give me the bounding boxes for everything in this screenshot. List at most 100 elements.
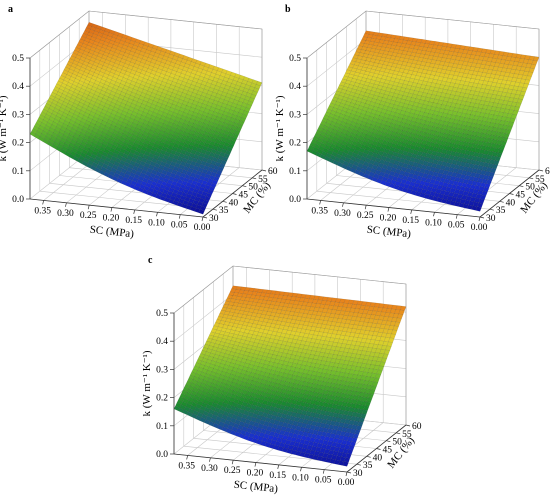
y-tick-label: 45	[239, 191, 249, 201]
x-tick-mark	[410, 209, 413, 214]
z-tick-label: 0.4	[12, 82, 24, 92]
surface-cell	[199, 205, 207, 212]
x-tick-mark	[455, 214, 458, 219]
z-tick-label: 0.3	[289, 110, 301, 120]
chart-panel-a: 0.00.10.20.30.40.50.35 0.30 0.25 0.20 0.15 0.…	[0, 4, 278, 240]
x-tick-mark	[42, 200, 44, 205]
x-tick-mark	[342, 202, 344, 207]
x-tick-label: 0.05	[171, 221, 188, 231]
x-tick-label: 0.05	[448, 221, 465, 231]
y-tick-mark	[519, 185, 524, 188]
x-axis-title: SC (MPa)	[89, 224, 135, 241]
x-tick-mark	[201, 216, 204, 222]
z-tick-label: 0.5	[156, 309, 168, 319]
x-tick-mark	[87, 205, 90, 210]
y-tick-mark	[242, 185, 247, 188]
z-tick-label: 0.0	[12, 195, 24, 205]
panel-label: a	[8, 4, 13, 15]
z-tick-label: 0.4	[289, 82, 301, 92]
ticks: 0.00.10.20.30.40.50.35 0.30 0.25 0.20 0.15 0.…	[12, 54, 278, 233]
panel-label: b	[285, 4, 291, 15]
y-tick-mark	[232, 193, 237, 195]
y-tick-mark	[202, 216, 208, 219]
surface-cell	[247, 100, 254, 106]
surface-cell	[219, 163, 226, 169]
x-tick-mark	[186, 455, 188, 460]
y-tick-mark	[261, 169, 267, 172]
y-grid-line	[39, 50, 213, 210]
x-tick-label: 0.20	[103, 214, 120, 224]
y-tick-mark	[222, 200, 227, 203]
x-tick-mark	[178, 214, 181, 219]
x-tick-label: 0.00	[194, 223, 211, 233]
x-tick-mark	[364, 205, 367, 210]
z-axis-title: k (W m⁻¹ K⁻¹)	[274, 95, 286, 161]
z-tick-label: 0.2	[289, 139, 301, 149]
z-tick-label: 0.3	[12, 110, 24, 120]
y-tick-mark	[252, 177, 257, 180]
z-tick-label: 0.2	[156, 394, 168, 404]
x-axis-title: SC (MPa)	[366, 224, 412, 241]
x-tick-mark	[433, 212, 435, 217]
y-tick-mark	[499, 200, 504, 203]
x-tick-mark	[387, 207, 390, 212]
y-tick-mark	[529, 177, 534, 180]
x-tick-label: 0.00	[471, 223, 488, 233]
x-tick-label: 0.30	[57, 209, 74, 219]
x-axis-line	[29, 198, 204, 218]
y-tick-label: 30	[486, 214, 496, 224]
x-tick-mark	[319, 200, 321, 205]
y-tick-mark	[489, 208, 494, 211]
y-tick-label: 55	[258, 175, 268, 185]
chart-panel-b: 0.00.10.20.30.40.50.35 0.30 0.25 0.20 0.15 0.…	[274, 4, 550, 240]
y-tick-label: 45	[516, 191, 526, 201]
surface-cell	[217, 166, 224, 172]
x-tick-mark	[478, 216, 481, 222]
y-grid-line	[316, 50, 490, 210]
z-tick-label: 0.1	[12, 167, 24, 177]
chart-panel-c: 0.00.10.20.30.40.50.35 0.30 0.25 0.20 0.15 0.…	[141, 255, 422, 495]
surface-cell	[248, 97, 255, 103]
y-tick-mark	[212, 208, 217, 211]
z-tick-label: 0.0	[289, 195, 301, 205]
surface-cell	[236, 123, 243, 129]
z-tick-label: 0.1	[156, 422, 168, 432]
x-tick-label: 0.35	[311, 206, 328, 216]
x-tick-mark	[110, 207, 113, 212]
z-tick-label: 0.3	[156, 365, 168, 375]
y-tick-label: 30	[209, 214, 219, 224]
x-tick-label: 0.25	[357, 211, 374, 221]
surface-cell	[198, 209, 205, 215]
surface-cell	[253, 87, 260, 93]
x-tick-label: 0.25	[80, 211, 97, 221]
surface-cell	[220, 159, 227, 165]
x-tick-label: 0.10	[148, 218, 165, 228]
x-tick-label: 0.10	[425, 218, 442, 228]
x-tick-label: 0.20	[380, 214, 397, 224]
surface	[306, 30, 540, 212]
surface-cell	[229, 140, 236, 146]
z-tick-label: 0.1	[289, 167, 301, 177]
y-tick-label: 40	[506, 198, 516, 208]
z-tick-label: 0.0	[156, 450, 168, 460]
x-tick-mark	[133, 209, 136, 214]
x-axis-line	[306, 198, 481, 218]
y-tick-mark	[479, 216, 485, 219]
x-tick-mark	[156, 212, 158, 217]
surface	[29, 22, 263, 215]
y-tick-label: 35	[496, 206, 506, 216]
z-tick-label: 0.5	[12, 54, 24, 64]
surface-cell	[256, 80, 263, 87]
y-tick-mark	[538, 169, 544, 172]
z-tick-label: 0.5	[289, 54, 301, 64]
z-axis-title: k (W m⁻¹ K⁻¹)	[0, 95, 9, 161]
surface-cell	[202, 199, 210, 205]
y-tick-label: 60	[268, 167, 278, 177]
y-tick-label: 50	[248, 183, 258, 193]
box-frame	[29, 10, 263, 170]
x-tick-label: 0.35	[178, 461, 195, 471]
y-tick-label: 60	[545, 167, 550, 177]
box-frame	[306, 10, 540, 170]
x-tick-label: 0.30	[334, 209, 351, 219]
